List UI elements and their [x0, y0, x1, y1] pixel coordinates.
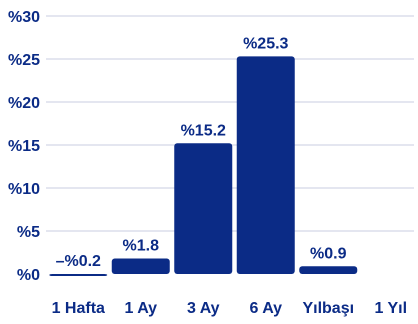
y-tick-label: %5 — [17, 224, 40, 241]
data-label: %1.8 — [123, 238, 160, 255]
x-category-label: 1 Hafta — [52, 300, 105, 317]
y-tick-label: %0 — [17, 267, 40, 284]
bar — [49, 274, 108, 276]
y-tick-label: %10 — [8, 181, 40, 198]
y-tick-label: %25 — [8, 52, 40, 69]
y-tick-label: %15 — [8, 138, 40, 155]
bar — [111, 258, 170, 274]
x-category-label: 1 Ay — [124, 300, 157, 317]
bar — [299, 266, 358, 274]
bar — [174, 143, 233, 274]
y-tick-label: %20 — [8, 95, 40, 112]
x-category-label: Yılbaşı — [302, 300, 354, 317]
x-category-label: 3 Ay — [187, 300, 220, 317]
x-axis-category-labels: 1 Hafta 1 Ay 3 Ay 6 Ay Yılbaşı 1 Yıl — [52, 300, 407, 317]
bar — [236, 56, 295, 274]
data-label: %25.3 — [243, 35, 288, 52]
x-category-label: 1 Yıl — [374, 300, 407, 317]
data-labels: –%0.2 %1.8 %15.2 %25.3 %0.9 — [56, 35, 347, 270]
y-axis-tick-labels: %0 %5 %10 %15 %20 %25 %30 — [8, 9, 40, 284]
data-label: %0.9 — [310, 245, 347, 262]
y-tick-label: %30 — [8, 9, 40, 26]
data-label: –%0.2 — [56, 253, 101, 270]
bars — [49, 56, 358, 276]
x-category-label: 6 Ay — [249, 300, 282, 317]
data-label: %15.2 — [181, 122, 226, 139]
